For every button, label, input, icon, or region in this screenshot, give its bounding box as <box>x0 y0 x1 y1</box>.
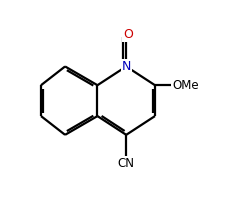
Text: O: O <box>123 27 133 41</box>
Text: OMe: OMe <box>172 79 199 92</box>
Text: CN: CN <box>118 157 135 170</box>
Text: N: N <box>122 60 131 73</box>
